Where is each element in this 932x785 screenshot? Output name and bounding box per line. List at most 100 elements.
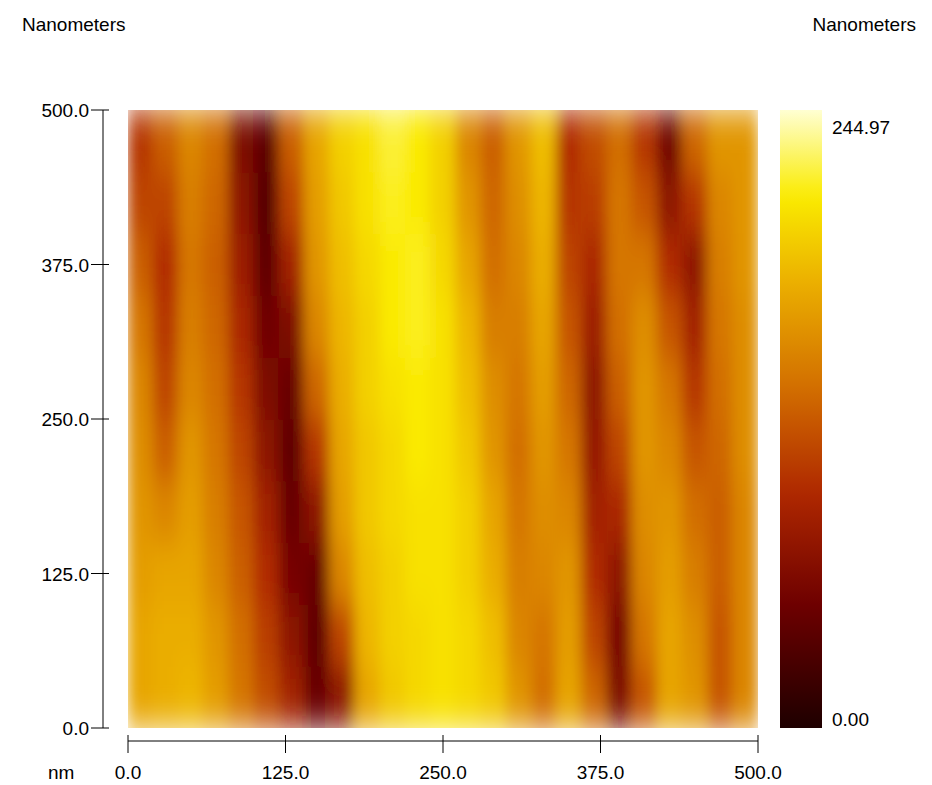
cell: [531, 604, 557, 667]
cell: [480, 542, 506, 605]
cell: [506, 110, 532, 172]
cell: [531, 357, 557, 420]
cell: [455, 357, 481, 420]
cell: [279, 666, 305, 728]
cell: [480, 171, 506, 234]
y-tick-label: 375.0: [41, 255, 89, 276]
cell: [632, 110, 658, 172]
cell: [581, 171, 607, 234]
cell: [581, 110, 607, 172]
cell: [732, 233, 758, 296]
y-tick: [91, 110, 109, 111]
cell: [632, 542, 658, 605]
plot-area: [128, 110, 758, 728]
cell: [304, 604, 330, 667]
cell: [556, 480, 582, 543]
cell: [178, 295, 204, 358]
cell: [430, 666, 456, 728]
cell: [228, 233, 254, 296]
cell: [153, 666, 179, 728]
cell: [153, 604, 179, 667]
cell: [228, 542, 254, 605]
cell: [329, 419, 355, 482]
cell: [657, 666, 683, 728]
cell: [153, 419, 179, 482]
cell: [329, 171, 355, 234]
cell: [153, 542, 179, 605]
cell: [506, 542, 532, 605]
y-tick-label: 250.0: [41, 409, 89, 430]
cell: [380, 666, 406, 728]
cell: [128, 542, 154, 605]
cell: [732, 480, 758, 543]
cell: [581, 666, 607, 728]
cell: [531, 295, 557, 358]
cell: [304, 110, 330, 172]
cell: [606, 110, 632, 172]
cell: [632, 233, 658, 296]
cell: [128, 419, 154, 482]
cell: [203, 357, 229, 420]
cell: [455, 604, 481, 667]
cell: [254, 666, 280, 728]
cell: [707, 604, 733, 667]
cell: [178, 110, 204, 172]
cell: [203, 233, 229, 296]
cell: [128, 171, 154, 234]
x-tick-label: 375.0: [577, 762, 625, 783]
cell: [128, 480, 154, 543]
cell: [380, 357, 406, 420]
cell: [203, 480, 229, 543]
cell: [556, 295, 582, 358]
cell: [380, 542, 406, 605]
cell: [304, 357, 330, 420]
cell: [329, 604, 355, 667]
cell: [682, 295, 708, 358]
cell: [480, 233, 506, 296]
cell: [279, 542, 305, 605]
cell: [657, 480, 683, 543]
x-tick-label: 125.0: [262, 762, 310, 783]
cell: [682, 604, 708, 667]
x-tick-label: 0.0: [115, 762, 141, 783]
cell: [304, 666, 330, 728]
cell: [178, 666, 204, 728]
cell: [128, 357, 154, 420]
cell: [153, 110, 179, 172]
cell: [632, 171, 658, 234]
cell: [329, 233, 355, 296]
cell: [606, 604, 632, 667]
cell: [632, 357, 658, 420]
cell: [279, 604, 305, 667]
cell: [531, 171, 557, 234]
y-tick: [91, 573, 109, 574]
cell: [405, 666, 431, 728]
cell: [178, 233, 204, 296]
cell: [707, 233, 733, 296]
cell: [657, 171, 683, 234]
cell: [430, 419, 456, 482]
cell: [329, 110, 355, 172]
cell: [606, 171, 632, 234]
cell: [606, 357, 632, 420]
cell: [128, 233, 154, 296]
cell: [732, 604, 758, 667]
cell: [128, 110, 154, 172]
y-tick-label: 500.0: [41, 100, 89, 121]
y-tick: [91, 419, 109, 420]
cell: [329, 666, 355, 728]
cell: [581, 542, 607, 605]
x-tick: [600, 735, 601, 753]
cell: [707, 171, 733, 234]
cell: [606, 295, 632, 358]
cell: [405, 419, 431, 482]
cell: [682, 542, 708, 605]
cell: [380, 604, 406, 667]
cell: [606, 542, 632, 605]
cell: [732, 110, 758, 172]
cell: [732, 357, 758, 420]
y-tick-label: 0.0: [63, 718, 89, 739]
cell: [455, 233, 481, 296]
cell: [254, 295, 280, 358]
cell: [304, 233, 330, 296]
